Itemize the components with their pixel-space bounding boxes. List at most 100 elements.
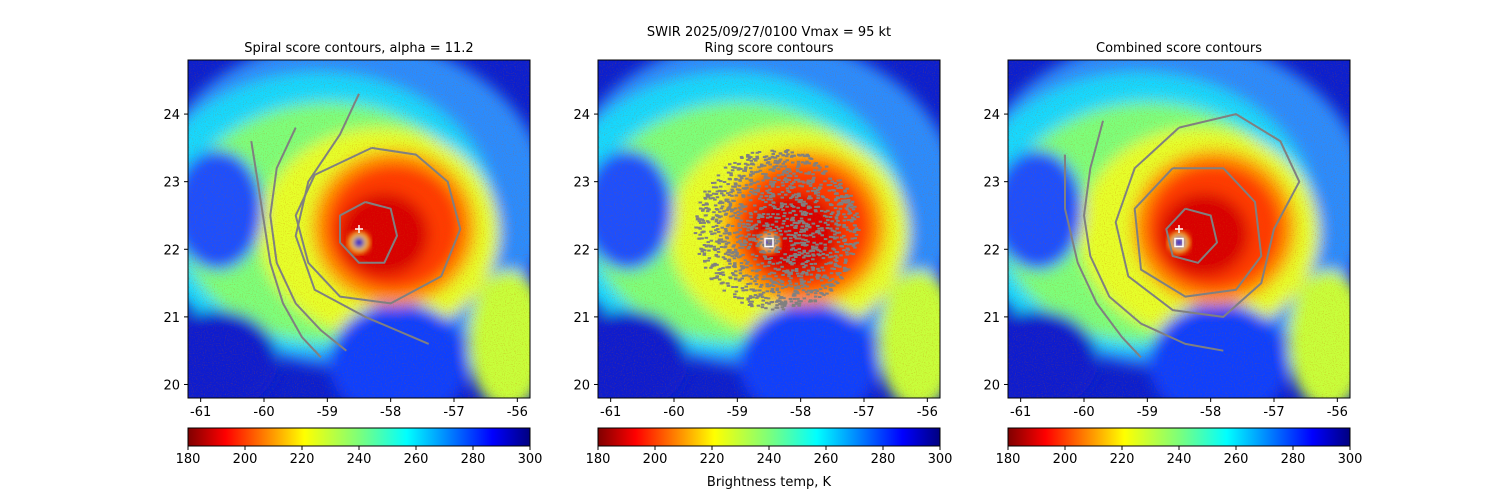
ring-dot	[734, 286, 739, 288]
ring-dot	[853, 224, 857, 227]
ring-dot	[794, 256, 798, 258]
ring-dot	[777, 283, 782, 286]
ring-dot	[812, 254, 816, 257]
ring-dot	[847, 199, 851, 201]
ring-dot	[817, 269, 821, 272]
ring-dot	[845, 247, 850, 250]
ring-dot	[787, 168, 791, 171]
ring-dot	[718, 267, 723, 270]
ring-dot	[702, 244, 707, 246]
ring-dot	[703, 196, 707, 199]
ring-dot	[842, 267, 847, 270]
ring-dot	[782, 304, 787, 307]
ring-dot	[739, 262, 744, 265]
ring-dot	[819, 250, 823, 253]
ring-dot	[819, 279, 824, 282]
ring-dot	[723, 257, 727, 260]
ring-dot	[774, 275, 778, 278]
ring-dot	[769, 229, 773, 232]
ring-dot	[737, 222, 741, 225]
ring-dot	[807, 205, 811, 208]
ring-dot	[733, 185, 737, 188]
ring-dot	[837, 183, 842, 186]
ring-dot	[775, 287, 780, 290]
ring-dot	[776, 162, 780, 165]
ring-dot	[758, 285, 763, 288]
ring-dot	[743, 241, 747, 244]
ring-dot	[807, 218, 812, 221]
score-contour	[294, 93, 430, 345]
ring-dot	[808, 180, 812, 182]
ring-dot	[709, 266, 713, 269]
ring-dot	[733, 212, 737, 215]
ring-dot	[731, 273, 736, 276]
ring-dot	[806, 293, 810, 296]
colorbar-tick-label: 300	[928, 452, 953, 467]
ring-dot	[756, 235, 761, 238]
ring-dot	[746, 261, 750, 263]
ring-dot	[829, 261, 833, 264]
ring-dot	[717, 189, 722, 192]
ring-dot	[749, 174, 753, 177]
colorbar-gradient	[1007, 427, 1351, 447]
ring-dot	[817, 169, 821, 172]
ring-dot	[786, 149, 790, 152]
ring-dot	[695, 215, 699, 218]
ring-dot	[772, 165, 776, 168]
ring-dot	[839, 254, 843, 257]
ring-dot	[802, 297, 807, 300]
ring-dot	[756, 188, 760, 191]
ring-dot	[781, 184, 785, 187]
ring-dot	[755, 296, 759, 299]
ring-dot	[754, 240, 758, 243]
ring-dot	[740, 243, 744, 246]
ring-dot	[823, 275, 828, 278]
ring-dot	[771, 182, 776, 185]
ring-dot	[802, 229, 806, 232]
ring-dot	[715, 190, 720, 193]
ring-dot	[836, 187, 840, 190]
ring-dot	[723, 190, 727, 192]
ring-dot	[790, 187, 794, 190]
ring-dot	[766, 297, 771, 300]
ring-dot	[772, 280, 776, 283]
ring-dot	[715, 263, 719, 266]
ring-dot	[779, 301, 784, 304]
x-tick-label: -60	[1073, 405, 1094, 420]
ring-dot	[760, 303, 765, 306]
ring-dot	[774, 237, 778, 240]
ring-dot	[704, 245, 709, 248]
ring-dot	[777, 179, 781, 181]
ring-dot	[739, 242, 743, 245]
ring-dot	[751, 163, 756, 166]
ring-dot	[737, 167, 741, 170]
ring-dot	[850, 220, 854, 223]
ring-dot	[785, 172, 789, 175]
ring-dot	[756, 217, 761, 219]
ring-dot	[787, 229, 792, 232]
ring-dot	[828, 235, 833, 238]
ring-dot	[811, 222, 816, 225]
ring-dot	[846, 205, 850, 208]
ring-dot	[734, 183, 738, 185]
ring-dot	[769, 246, 773, 249]
ring-dot	[836, 241, 841, 244]
ring-dot	[830, 229, 835, 232]
ring-dot	[813, 247, 817, 250]
ring-dot	[786, 178, 790, 181]
ring-dot	[729, 215, 733, 218]
ring-dot	[834, 198, 838, 201]
ring-dot	[786, 258, 790, 261]
ring-dot	[710, 218, 715, 221]
ring-dot	[802, 256, 806, 259]
ring-dot	[842, 219, 847, 222]
ring-dot	[843, 216, 848, 219]
ring-dot	[731, 251, 736, 253]
ring-dot	[843, 199, 848, 202]
ring-dot	[730, 252, 735, 255]
ring-dot	[778, 247, 782, 250]
ring-dot	[710, 233, 714, 236]
ring-dot	[783, 302, 788, 305]
ring-dot	[771, 185, 775, 188]
ring-dot	[746, 283, 750, 285]
